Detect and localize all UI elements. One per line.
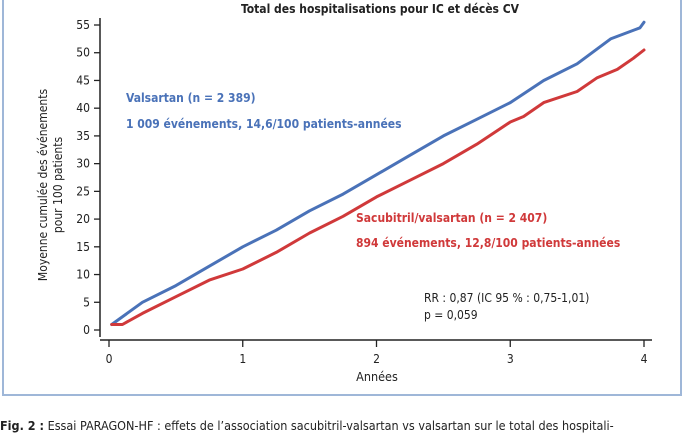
y-tick-label: 55	[76, 18, 90, 32]
y-tick-label: 40	[76, 101, 90, 115]
y-tick-label: 50	[76, 46, 90, 60]
x-axis-label: Années	[356, 369, 398, 384]
y-tick-label: 5	[83, 295, 90, 309]
y-tick-label: 35	[76, 129, 90, 143]
legend-valsartan-detail: 1 009 événements, 14,6/100 patients-anné…	[126, 117, 402, 131]
y-tick-label: 20	[76, 212, 90, 226]
chart-panel	[2, 0, 682, 396]
y-tick-label: 10	[76, 268, 90, 282]
y-tick-label: 25	[76, 184, 90, 198]
x-tick-label: 1	[239, 352, 246, 366]
x-tick-label: 3	[507, 352, 514, 366]
series-sacubitril-valsartan-line	[110, 48, 646, 326]
line-chart: Total des hospitalisations pour IC et dé…	[36, 2, 652, 384]
caption-text: Essai PARAGON-HF : effets de l’associati…	[44, 418, 614, 433]
annotation-p: p = 0,059	[424, 308, 478, 322]
chart-title: Total des hospitalisations pour IC et dé…	[241, 2, 520, 16]
annotation-rr: RR : 0,87 (IC 95 % : 0,75-1,01)	[424, 291, 589, 305]
legend-sacubitril-detail: 894 événements, 12,8/100 patients-années	[356, 236, 620, 250]
y-tick-label: 30	[76, 157, 90, 171]
legend-sacubitril: Sacubitril/valsartan (n = 2 407)	[356, 211, 547, 225]
x-tick-label: 4	[641, 352, 648, 366]
figure-caption: Fig. 2 : Essai PARAGON-HF : effets de l’…	[0, 418, 614, 433]
caption-label: Fig. 2 :	[0, 418, 45, 433]
x-tick-label: 2	[373, 352, 380, 366]
y-tick-label: 15	[76, 240, 90, 254]
y-axis-label-line2: pour 100 patients	[51, 137, 65, 234]
y-tick-label: 45	[76, 73, 90, 87]
legend-valsartan: Valsartan (n = 2 389)	[126, 91, 256, 105]
y-tick-label: 0	[83, 323, 90, 337]
series-valsartan-line	[110, 20, 646, 326]
x-tick-label: 0	[106, 352, 113, 366]
y-axis-label-line1: Moyenne cumulée des événements	[36, 89, 50, 282]
